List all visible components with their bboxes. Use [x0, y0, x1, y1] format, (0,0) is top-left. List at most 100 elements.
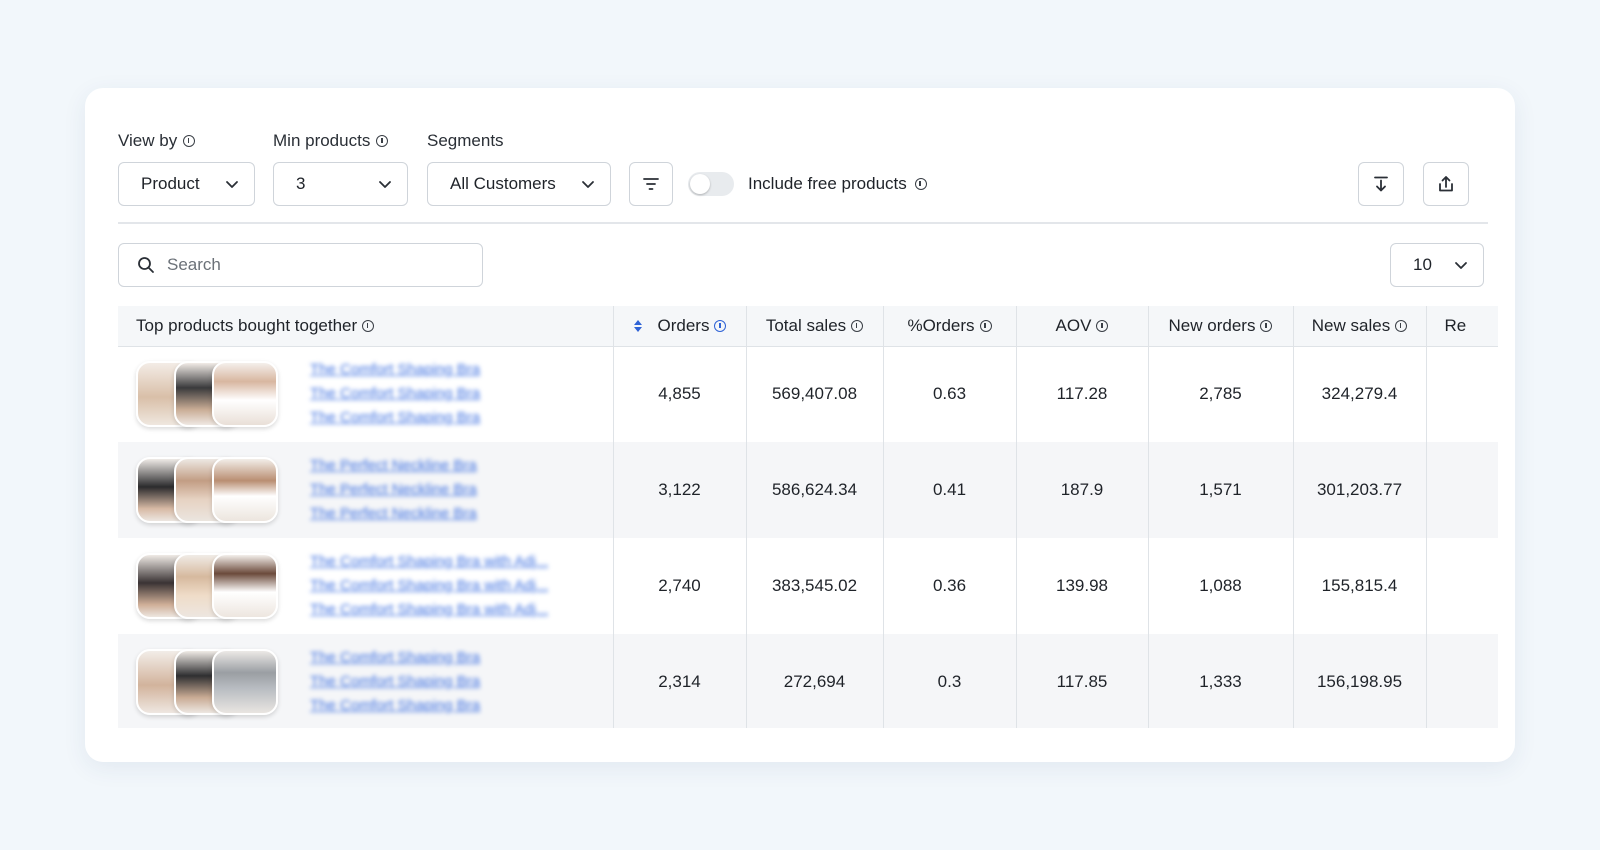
truncated-cell — [1426, 538, 1498, 634]
pct-orders-cell: 0.3 — [883, 634, 1017, 728]
table-row[interactable]: The Comfort Shaping Bra The Comfort Shap… — [118, 634, 1498, 728]
column-header-pct-orders[interactable]: %Orders — [883, 306, 1017, 347]
column-header-aov[interactable]: AOV — [1016, 306, 1149, 347]
orders-cell: 3,122 — [613, 442, 747, 538]
filter-button[interactable] — [629, 162, 673, 206]
pct-orders-cell: 0.63 — [883, 346, 1017, 442]
new-sales-cell: 301,203.77 — [1293, 442, 1427, 538]
product-links: The Perfect Neckline Bra The Perfect Nec… — [310, 456, 477, 524]
column-header-label: Orders — [657, 315, 710, 335]
column-header-orders[interactable]: Orders — [613, 306, 747, 347]
product-image[interactable] — [212, 553, 278, 619]
new-sales-cell: 155,815.4 — [1293, 538, 1427, 634]
product-link[interactable]: The Comfort Shaping Bra with Adj... — [310, 577, 549, 594]
page-size-value: 10 — [1413, 255, 1432, 274]
column-header-truncated[interactable]: Re — [1426, 306, 1498, 347]
column-header-new-sales[interactable]: New sales — [1293, 306, 1427, 347]
column-header-new-orders[interactable]: New orders — [1148, 306, 1294, 347]
column-header-label: New orders — [1168, 315, 1256, 335]
segments-label-text: Segments — [427, 131, 504, 150]
product-link[interactable]: The Comfort Shaping Bra — [310, 409, 481, 427]
include-free-toggle[interactable] — [688, 172, 734, 196]
search-box[interactable] — [118, 243, 483, 287]
new-orders-cell: 1,571 — [1148, 442, 1294, 538]
divider — [118, 222, 1488, 224]
table-row[interactable]: The Comfort Shaping Bra with Adj... The … — [118, 538, 1498, 634]
sort-icon[interactable] — [633, 319, 643, 333]
info-icon[interactable] — [914, 178, 927, 190]
share-icon — [1439, 176, 1453, 192]
product-thumbnails — [136, 457, 280, 523]
view-by-select[interactable]: Product — [118, 162, 255, 206]
info-icon[interactable] — [376, 135, 389, 147]
export-button[interactable] — [1423, 162, 1469, 206]
include-free-label-text: Include free products — [748, 174, 907, 193]
product-link[interactable]: The Comfort Shaping Bra — [310, 697, 481, 714]
orders-cell: 2,740 — [613, 538, 747, 634]
info-icon[interactable] — [1260, 319, 1273, 332]
info-icon[interactable] — [851, 319, 864, 332]
product-image[interactable] — [212, 649, 278, 715]
info-icon[interactable] — [1395, 319, 1408, 332]
total-sales-cell: 383,545.02 — [746, 538, 884, 634]
page-size-select[interactable]: 10 — [1390, 243, 1484, 287]
table-row[interactable]: The Perfect Neckline Bra The Perfect Nec… — [118, 442, 1498, 538]
segments-value: All Customers — [450, 174, 556, 193]
new-orders-cell: 2,785 — [1148, 346, 1294, 442]
column-header-total-sales[interactable]: Total sales — [746, 306, 884, 347]
column-header-products[interactable]: Top products bought together — [118, 306, 614, 347]
table-header-row: Top products bought together Orders Tota… — [118, 306, 1498, 347]
new-orders-cell: 1,333 — [1148, 634, 1294, 728]
info-icon[interactable] — [714, 319, 727, 332]
product-link[interactable]: The Comfort Shaping Bra with Adj... — [310, 553, 549, 570]
info-icon[interactable] — [979, 319, 992, 332]
table-row[interactable]: The Comfort Shaping Bra The Comfort Shap… — [118, 346, 1498, 442]
product-link[interactable]: The Comfort Shaping Bra — [310, 385, 481, 403]
truncated-cell — [1426, 442, 1498, 538]
info-icon[interactable] — [362, 319, 375, 332]
filter-bar: View by Product Min products 3 Segments … — [118, 130, 1488, 210]
product-link[interactable]: The Comfort Shaping Bra — [310, 361, 481, 379]
min-products-value: 3 — [296, 174, 306, 193]
segments-label: Segments — [427, 130, 504, 152]
truncated-cell — [1426, 634, 1498, 728]
segments-select[interactable]: All Customers — [427, 162, 611, 206]
aov-cell: 187.9 — [1016, 442, 1149, 538]
info-icon[interactable] — [1096, 319, 1109, 332]
product-links: The Comfort Shaping Bra The Comfort Shap… — [310, 648, 480, 716]
filter-icon — [643, 178, 659, 190]
product-links: The Comfort Shaping Bra The Comfort Shap… — [310, 360, 480, 428]
products-cell: The Perfect Neckline Bra The Perfect Nec… — [118, 442, 614, 538]
min-products-label-text: Min products — [273, 131, 371, 150]
view-by-label-text: View by — [118, 131, 178, 150]
products-table: Top products bought together Orders Tota… — [118, 306, 1498, 728]
column-header-label: AOV — [1055, 315, 1092, 335]
new-sales-cell: 156,198.95 — [1293, 634, 1427, 728]
column-header-label: Top products bought together — [136, 315, 358, 335]
product-link[interactable]: The Comfort Shaping Bra — [310, 673, 481, 690]
product-link[interactable]: The Comfort Shaping Bra with Adj... — [310, 601, 549, 618]
column-header-label: %Orders — [907, 315, 975, 335]
chevron-down-icon — [379, 181, 391, 188]
truncated-cell — [1426, 346, 1498, 442]
product-image[interactable] — [212, 361, 278, 428]
product-link[interactable]: The Perfect Neckline Bra — [310, 505, 477, 522]
min-products-group: Min products — [273, 130, 389, 152]
product-link[interactable]: The Perfect Neckline Bra — [310, 457, 477, 474]
total-sales-cell: 272,694 — [746, 634, 884, 728]
search-input[interactable] — [167, 255, 467, 275]
product-thumbnails — [136, 649, 280, 715]
download-icon — [1374, 176, 1388, 192]
product-link[interactable]: The Comfort Shaping Bra — [310, 649, 481, 666]
product-thumbnails — [136, 553, 280, 619]
products-cell: The Comfort Shaping Bra with Adj... The … — [118, 538, 614, 634]
min-products-select[interactable]: 3 — [273, 162, 408, 206]
aov-cell: 117.85 — [1016, 634, 1149, 728]
product-image[interactable] — [212, 457, 278, 523]
view-by-label: View by — [118, 130, 196, 152]
view-by-value: Product — [141, 174, 200, 193]
info-icon[interactable] — [183, 135, 196, 147]
products-cell: The Comfort Shaping Bra The Comfort Shap… — [118, 634, 614, 728]
download-button[interactable] — [1358, 162, 1404, 206]
product-link[interactable]: The Perfect Neckline Bra — [310, 481, 477, 498]
